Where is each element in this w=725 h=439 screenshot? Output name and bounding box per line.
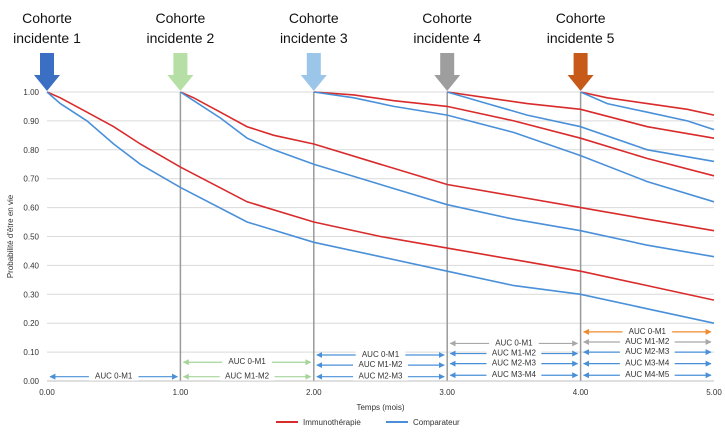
cohort-label-line2: incidente 5: [547, 30, 615, 46]
auc-band-label: AUC 0-M1: [95, 372, 133, 381]
cohort-label-line1: Cohorte: [155, 10, 205, 26]
auc-band-label: AUC 0-M1: [228, 357, 266, 366]
x-tick-label: 2.00: [306, 388, 322, 397]
cohort-arrow: [300, 53, 327, 91]
x-axis-label: Temps (mois): [356, 403, 404, 412]
auc-band-label: AUC 0-M1: [362, 350, 400, 359]
cohort-label-line2: incidente 2: [147, 30, 215, 46]
cohort-label-line1: Cohorte: [556, 10, 606, 26]
y-tick-label: 0.60: [23, 204, 39, 213]
y-tick-label: 0.40: [23, 261, 39, 270]
survival-curve-comparateur: [313, 91, 715, 203]
auc-band-label: AUC M2-M3: [625, 347, 670, 356]
auc-band-label-bg: [353, 359, 408, 370]
survival-curve-immunotherapie: [447, 91, 715, 139]
auc-band-label: AUC M1-M2: [225, 372, 270, 381]
auc-band-label-bg: [88, 370, 139, 381]
y-tick-label: 0.30: [23, 290, 39, 299]
y-tick-label: 0.90: [23, 117, 39, 126]
auc-band-label: AUC 0-M1: [495, 338, 533, 347]
y-tick-label: 0.10: [23, 348, 39, 357]
legend-label: Immunothérapie: [303, 418, 361, 427]
auc-band-label-bg: [486, 357, 542, 368]
auc-band-label-bg: [222, 356, 272, 367]
x-tick-label: 3.00: [439, 388, 455, 397]
auc-band-label: AUC M2-M3: [492, 359, 537, 368]
cohort-label-line1: Cohorte: [422, 10, 472, 26]
cohort-label-line2: incidente 4: [413, 30, 481, 46]
survival-curve-comparateur: [179, 91, 715, 258]
auc-band-label: AUC M1-M2: [358, 360, 403, 369]
auc-band-label-bg: [619, 346, 675, 357]
cohort-label-line1: Cohorte: [289, 10, 339, 26]
x-tick-label: 5.00: [706, 388, 722, 397]
auc-band-label: AUC M4-M5: [625, 370, 670, 379]
cohort-arrow: [567, 53, 594, 91]
x-tick-label: 4.00: [573, 388, 589, 397]
cohort-arrow: [34, 53, 60, 91]
survival-curve-immunotherapie: [580, 91, 715, 116]
y-tick-label: 0.20: [23, 319, 39, 328]
y-tick-label: 0.80: [23, 146, 39, 155]
auc-band-label: AUC 0-M1: [629, 327, 667, 336]
survival-curve-immunotherapie: [46, 91, 715, 301]
auc-band-label-bg: [622, 325, 673, 336]
auc-band-label-bg: [355, 348, 406, 359]
cohort-arrow: [167, 53, 194, 91]
x-tick-label: 0.00: [39, 388, 55, 397]
x-tick-label: 1.00: [173, 388, 189, 397]
auc-band-label-bg: [489, 337, 539, 348]
auc-band-label-bg: [486, 369, 542, 380]
auc-band-label-bg: [619, 357, 675, 368]
auc-band-label: AUC M1-M2: [625, 337, 670, 346]
auc-band-label-bg: [619, 369, 675, 380]
cohort-label-line1: Cohorte: [22, 10, 72, 26]
legend-label: Comparateur: [413, 418, 460, 427]
cohort-arrow: [434, 53, 461, 91]
auc-band-label: AUC M3-M4: [492, 370, 537, 379]
cohort-label-line2: incidente 3: [280, 30, 348, 46]
survival-curve-immunotherapie: [313, 91, 715, 177]
survival-curve-comparateur: [580, 91, 715, 131]
survival-curve-immunotherapie: [180, 91, 715, 232]
cohort-label-line2: incidente 1: [13, 30, 81, 46]
y-tick-label: 1.00: [23, 88, 39, 97]
auc-band-label-bg: [486, 347, 542, 358]
survival-curve-comparateur: [46, 91, 715, 324]
auc-band-label: AUC M1-M2: [492, 349, 537, 358]
auc-band-label: AUC M3-M4: [625, 359, 670, 368]
auc-band-label-bg: [219, 370, 275, 381]
auc-band-label-bg: [619, 335, 675, 346]
y-tick-label: 0.70: [23, 175, 39, 184]
y-tick-label: 0.50: [23, 233, 39, 242]
y-tick-label: 0.00: [23, 377, 39, 386]
auc-band-label: AUC M2-M3: [358, 372, 403, 381]
y-axis-label: Probabilité d'être en vie: [6, 194, 15, 278]
auc-band-label-bg: [353, 370, 408, 381]
survival-curve-comparateur: [446, 91, 715, 163]
